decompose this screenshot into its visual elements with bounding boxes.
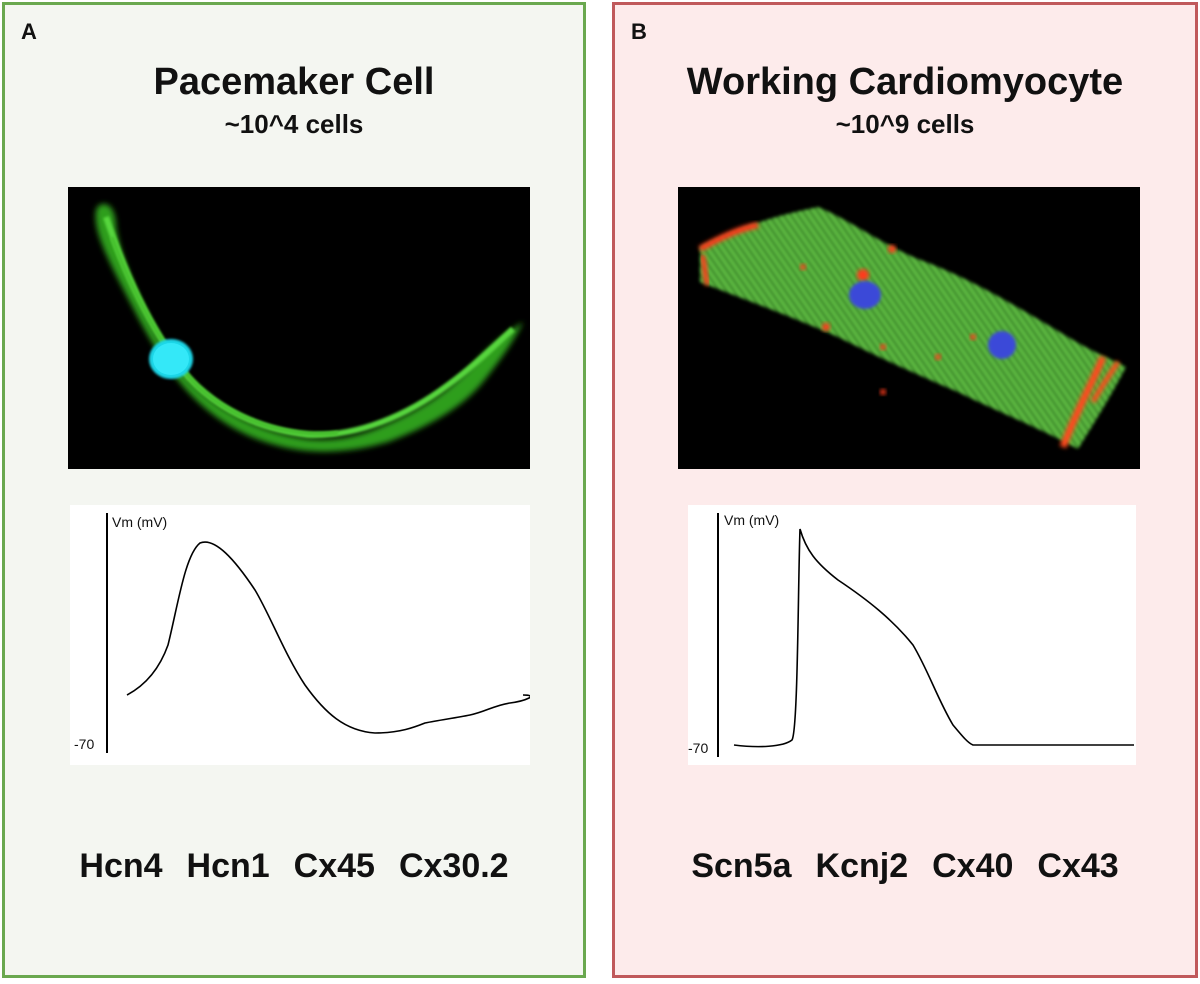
voltage-axis-label: Vm (mV) [112, 514, 167, 530]
voltage-axis-label: Vm (mV) [724, 512, 779, 528]
panel-pacemaker: A Pacemaker Cell ~10^4 cells Vm (mV) -70… [2, 2, 586, 978]
gene-list: Hcn4 Hcn1 Cx45 Cx30.2 [5, 847, 583, 886]
pacemaker-cell-micrograph [68, 187, 530, 469]
cardiomyocyte-micrograph [678, 187, 1140, 469]
pacemaker-ap-curve [126, 541, 530, 734]
gene-label: Cx30.2 [398, 847, 509, 885]
gene-label: Cx45 [293, 847, 375, 885]
baseline-label: -70 [74, 736, 94, 752]
cardiomyocyte-ap-curve [733, 528, 1134, 748]
gene-label: Cx43 [1037, 847, 1119, 885]
panel-letter: B [631, 19, 647, 44]
action-potential-trace: Vm (mV) -70 [70, 505, 530, 765]
panel-title: Pacemaker Cell [153, 61, 435, 103]
panel-working-cardiomyocyte: B Working Cardiomyocyte ~10^9 cells [612, 2, 1198, 978]
panel-subtitle: ~10^9 cells [835, 109, 975, 139]
panel-letter: A [21, 19, 37, 44]
gene-label: Scn5a [691, 847, 792, 885]
baseline-label: -70 [688, 740, 708, 756]
gene-label: Hcn1 [186, 847, 270, 885]
gene-list: Scn5a Kcnj2 Cx40 Cx43 [615, 847, 1195, 886]
panel-subtitle: ~10^4 cells [224, 109, 364, 139]
panel-title: Working Cardiomyocyte [686, 61, 1124, 103]
gene-label: Kcnj2 [815, 847, 909, 885]
gene-label: Cx40 [932, 847, 1014, 885]
gene-label: Hcn4 [79, 847, 163, 885]
action-potential-trace: Vm (mV) -70 [688, 505, 1136, 765]
